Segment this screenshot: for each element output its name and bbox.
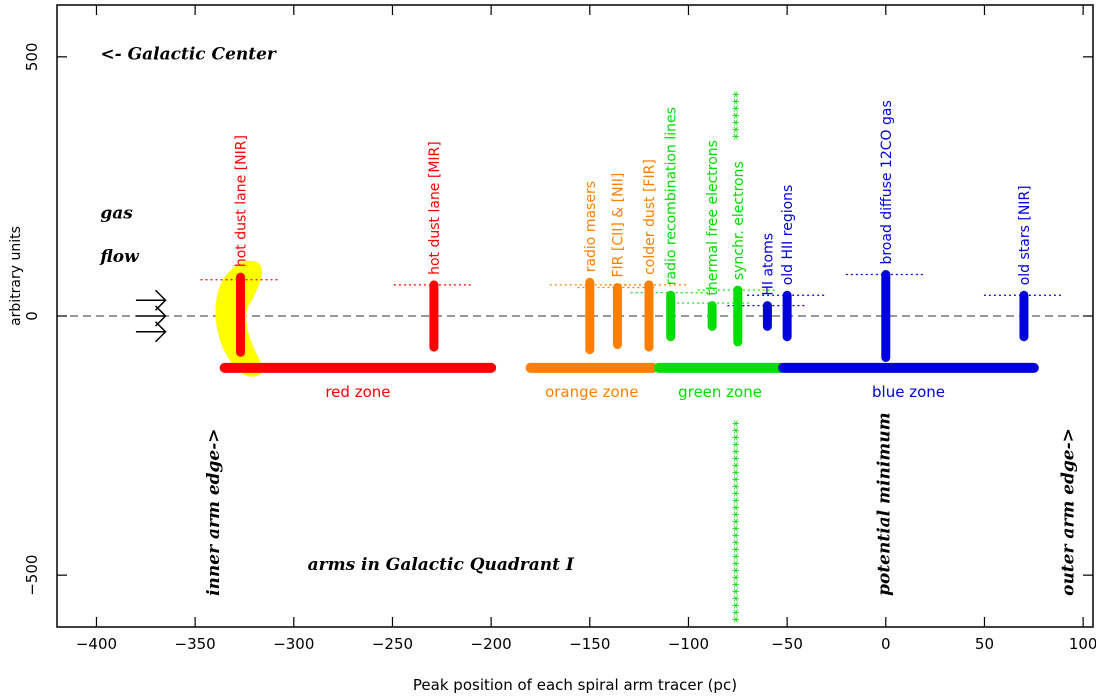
tracer-label: old stars [NIR] [1017, 185, 1033, 285]
zone-label: green zone [678, 383, 762, 401]
synchr-vertical-stars: ***************************** [731, 420, 747, 623]
x-tick-label: −200 [471, 635, 512, 653]
galactic-center-label: <- Galactic Center [100, 44, 277, 64]
tracer-label: radio masers [583, 181, 599, 272]
tracer-label: radio recombination lines [664, 107, 680, 285]
tracer-label: broad diffuse 12CO gas [879, 100, 895, 264]
zone-label: blue zone [872, 383, 945, 401]
synchr-label-stars: ******* [731, 91, 747, 140]
x-axis-title: Peak position of each spiral arm tracer … [413, 676, 737, 694]
tracer-label: hot dust lane [NIR] [234, 135, 250, 267]
x-tick-label: −50 [771, 635, 803, 653]
x-tick-label: −100 [668, 635, 709, 653]
gas-flow-arrow-head [155, 321, 167, 343]
y-tick-label: 500 [23, 43, 41, 72]
x-tick-label: 100 [1069, 635, 1096, 653]
x-tick-label: −400 [76, 635, 117, 653]
tracer-label: FIR [CII] & [NII] [610, 173, 626, 278]
x-tick-label: −150 [569, 635, 610, 653]
tracer-label: HI atoms [760, 233, 776, 296]
inner-arm-edge-label: inner arm edge-> [204, 428, 224, 595]
zone-label: red zone [325, 383, 390, 401]
y-axis-title: arbitrary units [8, 226, 24, 326]
gas-flow-arrow-head [155, 305, 167, 327]
x-tick-label: −250 [372, 635, 413, 653]
gas-flow-label: gas [100, 203, 133, 223]
y-tick-label: −500 [23, 555, 41, 596]
zone-label: orange zone [545, 383, 638, 401]
tracer-label: hot dust lane [MIR] [427, 141, 443, 275]
x-tick-label: 50 [975, 635, 994, 653]
tracer-label: old HII regions [780, 185, 796, 286]
gas-flow-label: flow [99, 247, 140, 267]
tracer-label: thermal free electrons [705, 140, 721, 296]
outer-arm-edge-label: outer arm edge-> [1058, 428, 1078, 596]
tracer-label: colder dust [FIR] [642, 159, 658, 275]
x-tick-label: 0 [881, 635, 891, 653]
arms-quadrant-label: arms in Galactic Quadrant I [308, 555, 575, 575]
x-tick-label: −350 [175, 635, 216, 653]
gas-flow-arrow-head [155, 289, 167, 311]
potential-minimum-label: potential minimum [875, 412, 895, 596]
y-tick-label: 0 [23, 311, 41, 321]
tracer-label: synchr. electrons [731, 161, 747, 280]
x-tick-label: −300 [273, 635, 314, 653]
